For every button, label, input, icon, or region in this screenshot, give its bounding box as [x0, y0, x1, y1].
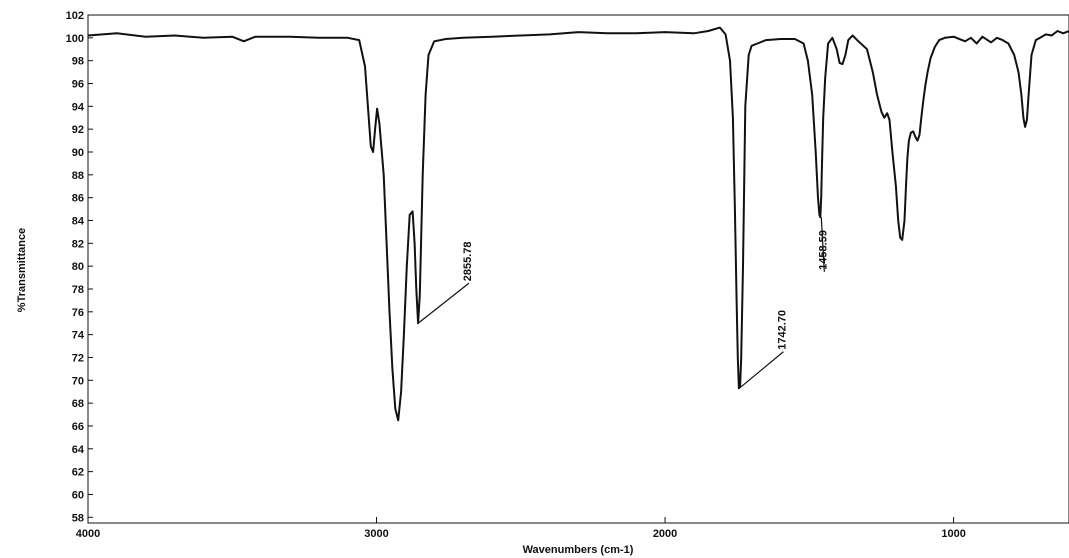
y-tick-label: 78 — [72, 284, 84, 296]
y-axis-label: %Transmittance — [16, 228, 28, 312]
y-tick-label: 82 — [72, 238, 84, 250]
peak-leader-line — [417, 282, 470, 324]
y-tick-label: 94 — [72, 101, 85, 113]
x-tick-label: 3000 — [364, 528, 388, 540]
y-tick-label: 76 — [72, 307, 84, 319]
peak-annotations: 2855.78 1742.70 1458.59 — [417, 217, 829, 389]
y-tick-label: 80 — [72, 261, 84, 273]
y-tick-label: 62 — [72, 467, 84, 479]
y-tick-label: 98 — [72, 56, 84, 68]
y-tick-label: 100 — [66, 33, 84, 45]
y-tick-label: 102 — [66, 10, 84, 22]
y-tick-label: 70 — [72, 375, 84, 387]
peak-leader-line — [820, 217, 825, 272]
peak-label: 1458.59 — [817, 230, 829, 270]
y-tick-label: 90 — [72, 147, 84, 159]
y-tick-label: 96 — [72, 78, 84, 90]
y-tick-label: 64 — [72, 444, 85, 456]
y-tick-label: 92 — [72, 124, 84, 136]
y-tick-label: 66 — [72, 421, 84, 433]
plot-frame — [87, 14, 1069, 524]
x-axis: 4000 3000 2000 1000 — [76, 517, 966, 540]
peak-leader-line — [738, 351, 784, 389]
y-tick-label: 84 — [72, 215, 85, 227]
series-line-transmittance — [87, 26, 1069, 422]
x-tick-label: 2000 — [653, 528, 677, 540]
y-tick-label: 74 — [72, 330, 85, 342]
y-axis: 58 60 62 64 66 68 70 72 74 76 78 80 82 84 86 88 90 92 94 96… — [66, 10, 93, 524]
y-tick-label: 72 — [72, 352, 84, 364]
y-tick-label: 58 — [72, 512, 84, 524]
y-tick-label: 86 — [72, 193, 84, 205]
x-tick-label: 4000 — [76, 528, 100, 540]
y-tick-label: 60 — [72, 489, 84, 501]
x-tick-label: 1000 — [941, 528, 965, 540]
y-tick-label: 88 — [72, 170, 84, 182]
peak-label: 2855.78 — [462, 242, 474, 282]
y-tick-label: 68 — [72, 398, 84, 410]
peak-label: 1742.70 — [776, 310, 788, 350]
x-axis-label: Wavenumbers (cm-1) — [523, 544, 634, 556]
